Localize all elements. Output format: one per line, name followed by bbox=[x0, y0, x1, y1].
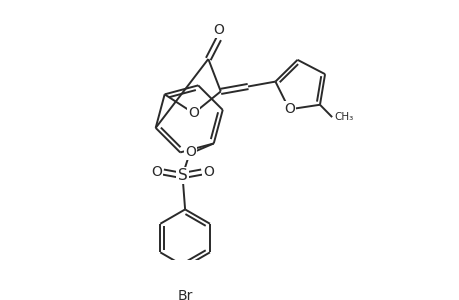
Text: O: O bbox=[151, 165, 161, 179]
Text: O: O bbox=[203, 165, 214, 179]
Text: CH₃: CH₃ bbox=[333, 112, 353, 122]
Text: O: O bbox=[213, 23, 224, 37]
Text: O: O bbox=[185, 145, 196, 159]
Text: O: O bbox=[188, 106, 199, 120]
Text: S: S bbox=[177, 168, 187, 183]
Text: O: O bbox=[283, 102, 294, 116]
Text: Br: Br bbox=[177, 289, 192, 300]
